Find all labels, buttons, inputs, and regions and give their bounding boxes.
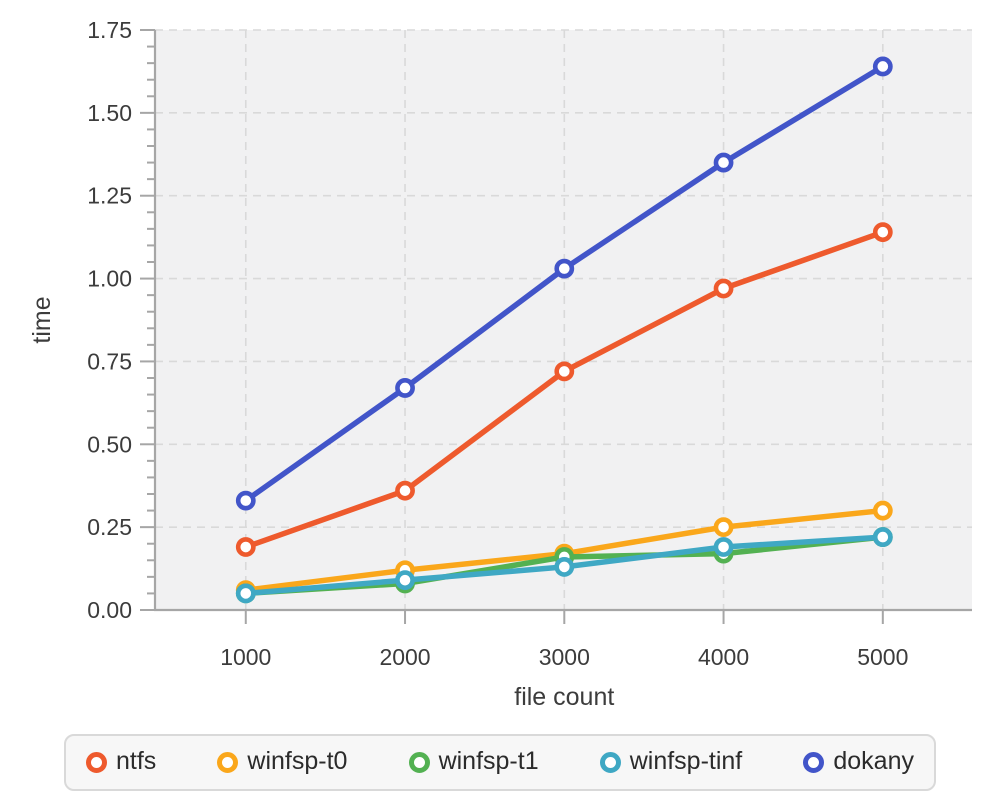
series-marker-winfsp-tinf — [872, 527, 893, 547]
legend-label-winfsp-t0: winfsp-t0 — [247, 747, 348, 775]
line-chart: 0.00 0.25 0.50 0.75 1.00 1.25 1.50 1.75 1000 2000… — [28, 17, 972, 711]
series-marker-winfsp-tinf — [713, 537, 734, 557]
y-tick-label: 0.75 — [87, 348, 132, 374]
series-marker-ntfs — [872, 222, 893, 243]
series-marker-dokany — [395, 378, 415, 398]
legend-label-winfsp-tinf: winfsp-tinf — [629, 747, 743, 775]
series-marker-dokany — [872, 56, 893, 77]
legend-marker-winfsp-t1-icon — [408, 752, 430, 773]
legend-item-winfsp-t0: winfsp-t0 — [217, 749, 347, 776]
series-marker-dokany — [554, 258, 575, 279]
series-marker-ntfs — [235, 537, 256, 557]
legend-item-winfsp-t1: winfsp-t1 — [408, 747, 539, 776]
x-axis-label: file count — [514, 683, 614, 711]
y-tick-label: 1.25 — [87, 183, 132, 209]
y-axis-label: time — [28, 296, 56, 343]
x-tick-label: 4000 — [698, 644, 749, 670]
legend-label-dokany: dokany — [833, 747, 914, 775]
legend-marker-ntfs-icon — [86, 752, 107, 773]
x-tick-label: 3000 — [539, 644, 590, 670]
x-tick-label: 1000 — [220, 644, 271, 670]
series-marker-dokany — [235, 490, 256, 511]
y-tick-label: 0.50 — [87, 431, 132, 457]
y-tick-label: 1.50 — [87, 100, 132, 126]
legend-marker-winfsp-t0-icon — [217, 752, 239, 773]
series-marker-winfsp-tinf — [395, 570, 415, 591]
legend-item-winfsp-tinf: winfsp-tinf — [599, 747, 743, 776]
series-marker-winfsp-tinf — [235, 583, 256, 604]
series-marker-ntfs — [554, 361, 575, 382]
x-tick-label: 2000 — [379, 644, 430, 670]
series-marker-ntfs — [713, 278, 734, 299]
legend-item-dokany: dokany — [803, 749, 914, 776]
y-tick-label: 0.00 — [87, 597, 132, 623]
legend: ntfs winfsp-t0 winfsp-t1 winfsp-tinf dokany — [64, 734, 936, 791]
series-marker-dokany — [713, 152, 734, 173]
y-tick-label: 0.25 — [87, 514, 132, 540]
series-marker-winfsp-t0 — [713, 517, 734, 538]
legend-label-winfsp-t1: winfsp-t1 — [438, 747, 539, 775]
legend-item-ntfs: ntfs — [86, 749, 156, 776]
legend-marker-dokany-icon — [803, 752, 825, 773]
series-marker-winfsp-tinf — [554, 557, 575, 577]
y-tick-label: 1.75 — [87, 17, 132, 43]
y-tick-label: 1.00 — [87, 266, 132, 292]
series-marker-winfsp-t0 — [872, 500, 893, 521]
legend-label-ntfs: ntfs — [116, 747, 157, 775]
series-marker-ntfs — [395, 480, 415, 501]
legend-marker-winfsp-tinf-icon — [599, 752, 621, 773]
x-tick-label: 5000 — [857, 644, 908, 670]
